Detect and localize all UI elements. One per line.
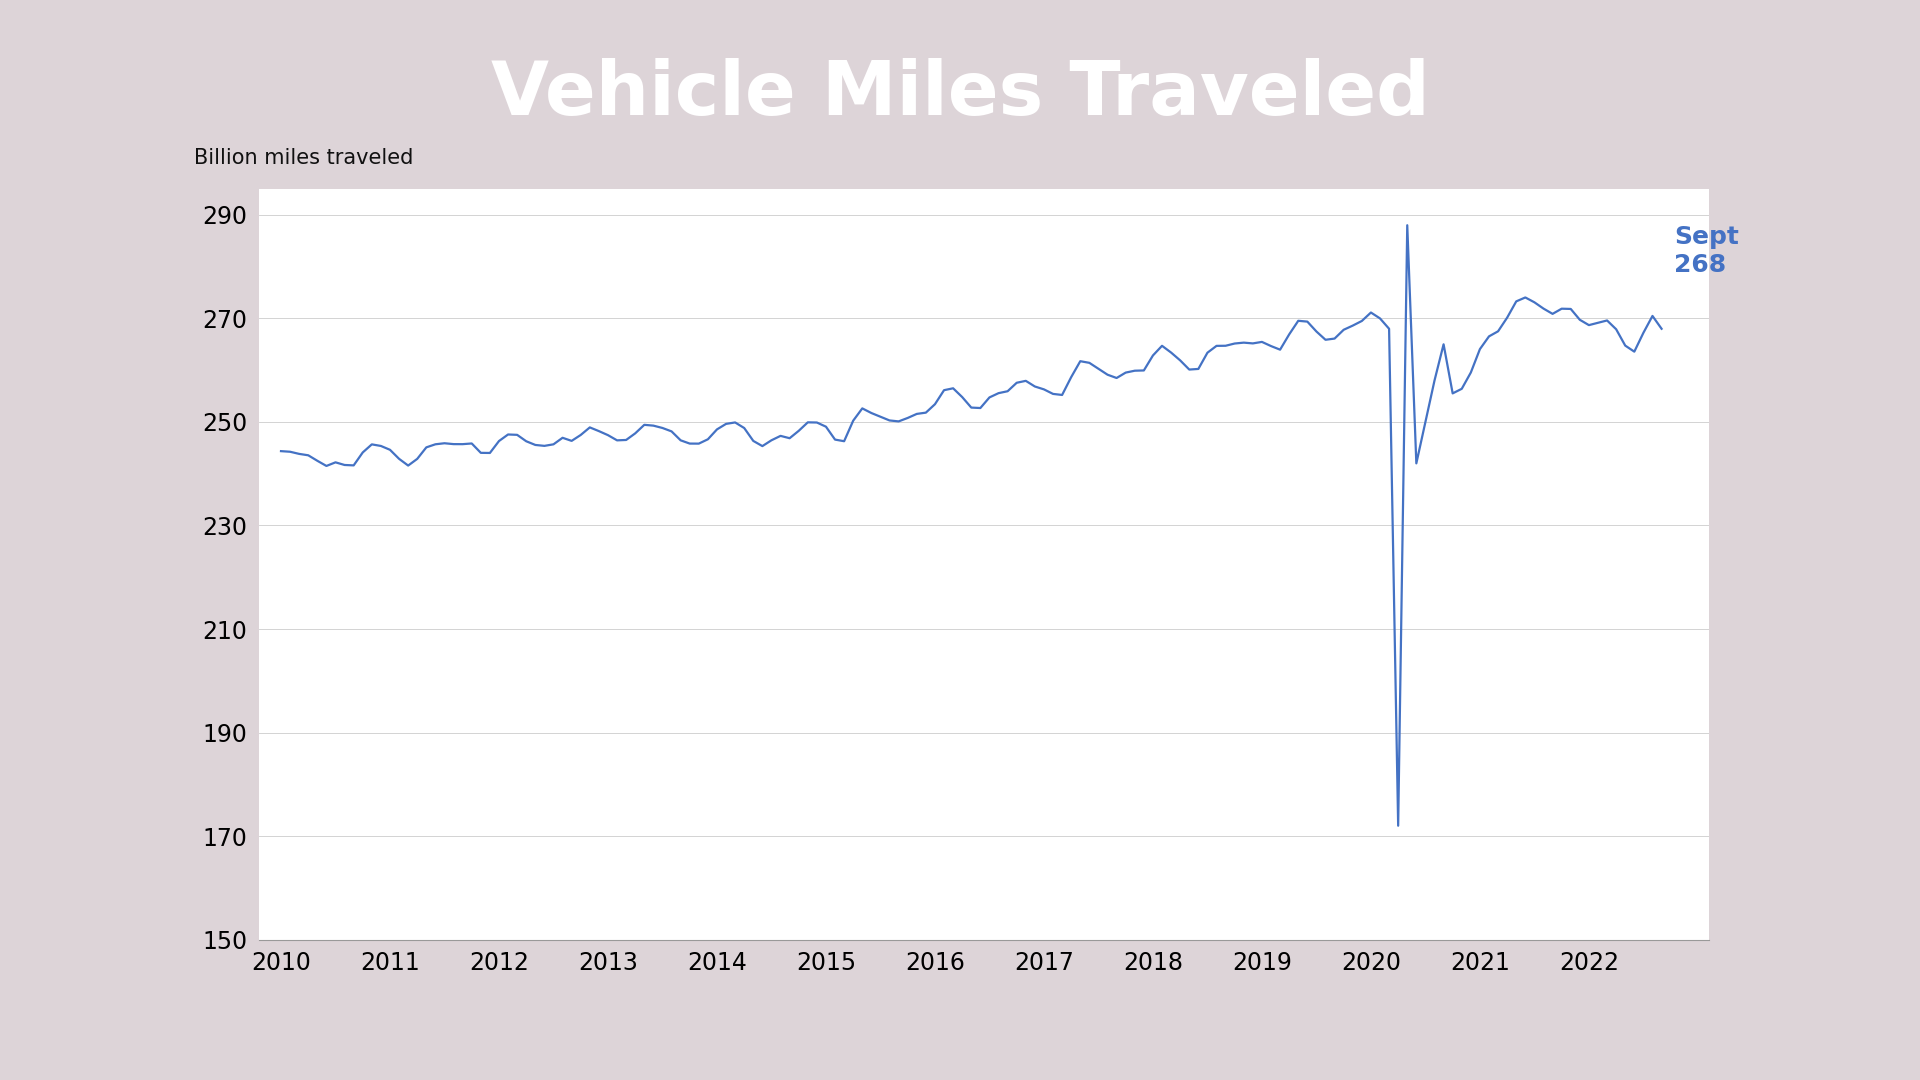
Text: Billion miles traveled: Billion miles traveled [194,148,413,167]
Text: Sept
268: Sept 268 [1674,226,1740,276]
Text: Vehicle Miles Traveled: Vehicle Miles Traveled [492,58,1428,131]
